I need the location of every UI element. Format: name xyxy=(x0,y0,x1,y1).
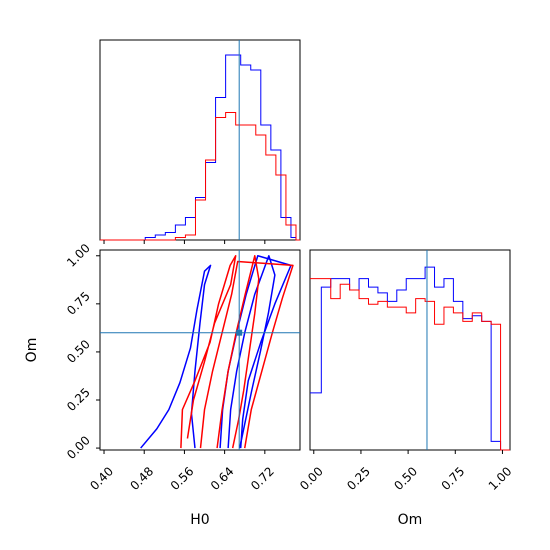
om-histogram-xlabel: Om xyxy=(398,512,423,528)
contour-truth-marker xyxy=(236,330,242,336)
contour-xlabel: H0 xyxy=(190,512,209,528)
contour-ylabel: Om xyxy=(24,338,40,363)
